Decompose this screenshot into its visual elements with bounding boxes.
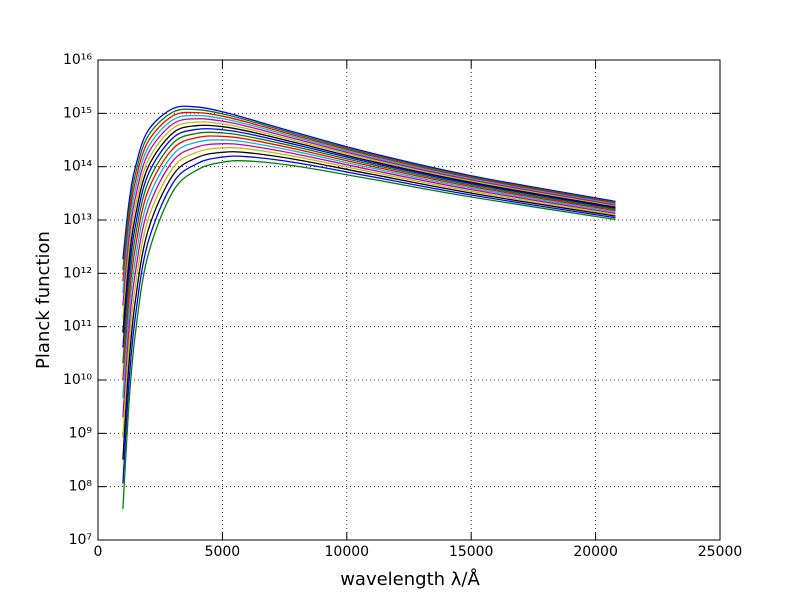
series-line [122, 111, 616, 282]
series-line [122, 127, 616, 348]
x-tick-label: 20000 [573, 544, 618, 560]
y-axis-label: Planck function [33, 231, 54, 369]
y-tick-label: 10¹⁶ [63, 52, 92, 68]
series-line [122, 146, 616, 438]
x-tick-label: 0 [94, 544, 103, 560]
series-line [122, 143, 616, 418]
series-line [122, 114, 616, 293]
series-line [122, 124, 616, 333]
series-line [122, 139, 616, 399]
series-line [122, 108, 616, 270]
x-tick-label: 10000 [325, 544, 370, 560]
series-line [122, 121, 616, 319]
y-tick-label: 10¹³ [63, 212, 92, 228]
x-tick-label: 25000 [698, 544, 743, 560]
series-line [122, 105, 616, 260]
y-tick-label: 10⁸ [69, 479, 93, 495]
y-tick-label: 10⁷ [69, 532, 92, 548]
plot-frame [97, 59, 721, 541]
x-tick-label: 15000 [449, 544, 494, 560]
series-line [122, 151, 616, 460]
y-tick-label: 10¹⁰ [63, 372, 92, 388]
y-tick-label: 10¹² [63, 265, 92, 281]
y-tick-label: 10¹⁵ [63, 105, 92, 121]
series-line [122, 131, 616, 364]
y-tick-label: 10¹⁴ [63, 159, 92, 175]
x-axis-label: wavelength λ/Å [340, 568, 480, 590]
series-line [122, 117, 616, 306]
series-line [122, 135, 616, 381]
y-tick-label: 10⁹ [69, 425, 93, 441]
series-line [122, 160, 616, 510]
series-line [122, 155, 616, 484]
x-tick-label: 5000 [205, 544, 241, 560]
y-tick-label: 10¹¹ [63, 319, 92, 335]
